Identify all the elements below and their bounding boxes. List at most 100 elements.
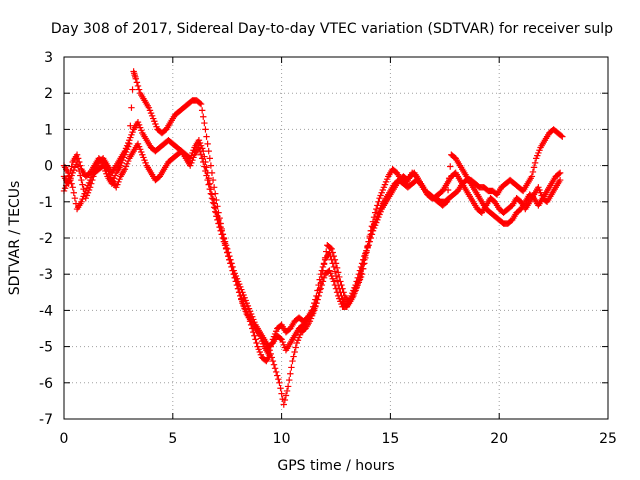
data-marker (442, 199, 450, 206)
data-marker (275, 375, 282, 383)
data-marker (329, 260, 336, 267)
data-marker (207, 162, 215, 169)
x-tick-label: 0 (60, 431, 69, 447)
data-marker (365, 242, 372, 249)
data-marker (214, 216, 221, 224)
data-marker (330, 263, 338, 271)
data-marker (333, 289, 341, 296)
data-markers (60, 68, 566, 408)
data-marker (280, 401, 287, 408)
data-marker (220, 238, 228, 245)
data-marker (284, 383, 292, 390)
data-marker (531, 159, 539, 167)
data-marker (209, 176, 217, 184)
data-marker (530, 164, 538, 171)
data-marker (235, 289, 243, 296)
data-marker (367, 234, 375, 242)
data-marker (333, 264, 341, 272)
y-tick-label: -6 (39, 376, 53, 392)
data-marker (134, 82, 142, 90)
data-marker (307, 311, 315, 319)
data-marker (373, 205, 380, 213)
data-marker (202, 126, 209, 133)
data-marker (128, 104, 135, 111)
data-marker (268, 354, 276, 361)
data-marker (334, 269, 342, 276)
data-marker (234, 285, 242, 292)
data-marker (133, 79, 141, 86)
data-marker (316, 276, 323, 283)
data-marker (197, 100, 205, 108)
data-marker (528, 173, 536, 180)
data-marker (320, 274, 328, 282)
data-marker (208, 194, 216, 202)
data-marker (355, 271, 363, 278)
data-marker (447, 163, 454, 170)
data-marker (319, 263, 327, 271)
data-marker (331, 268, 339, 275)
data-marker (319, 278, 327, 285)
data-marker (353, 278, 360, 285)
data-marker (328, 256, 335, 263)
data-marker (327, 244, 334, 252)
y-tick-label: -4 (39, 303, 53, 319)
y-axis-title: SDTVAR / TECUs (7, 181, 23, 296)
data-marker (281, 396, 289, 404)
data-marker (73, 151, 81, 158)
data-marker (332, 285, 340, 292)
data-marker (352, 281, 359, 289)
data-marker (224, 249, 231, 256)
data-marker (314, 296, 321, 303)
data-marker (213, 213, 220, 220)
data-marker (77, 172, 84, 179)
data-marker (251, 332, 258, 339)
data-marker (203, 133, 210, 140)
data-marker (252, 336, 259, 343)
data-marker (318, 281, 326, 289)
data-marker (238, 296, 245, 303)
y-tick-label: -7 (39, 412, 53, 428)
data-marker (291, 348, 298, 356)
data-marker (356, 267, 364, 274)
data-marker (212, 208, 219, 215)
data-marker (558, 132, 565, 139)
data-marker (207, 190, 215, 197)
y-tick-label: 3 (44, 50, 53, 66)
data-marker (206, 185, 213, 193)
y-tick-label: 1 (44, 122, 53, 138)
data-marker (358, 260, 366, 267)
data-marker (366, 238, 373, 245)
data-marker (276, 379, 283, 386)
data-marker (337, 278, 344, 285)
data-marker (195, 144, 203, 151)
data-marker (221, 242, 229, 249)
data-marker (203, 172, 210, 179)
y-tick-label: 2 (44, 86, 53, 102)
data-marker (265, 350, 272, 358)
data-marker (135, 86, 143, 93)
data-marker (196, 99, 204, 107)
x-tick-label: 20 (490, 431, 508, 447)
data-marker (132, 75, 140, 82)
data-marker (216, 223, 223, 231)
data-marker (443, 198, 451, 205)
data-marker (127, 122, 134, 129)
data-marker (198, 155, 206, 162)
data-marker (201, 163, 208, 170)
data-marker (196, 147, 204, 155)
data-marker (233, 281, 241, 289)
data-marker (320, 260, 328, 267)
x-tick-label: 10 (273, 431, 291, 447)
data-marker (68, 180, 75, 187)
data-marker (253, 339, 260, 347)
data-marker (210, 184, 218, 191)
data-marker (286, 376, 293, 384)
data-marker (272, 368, 280, 376)
data-marker (277, 385, 284, 392)
data-marker (328, 245, 335, 253)
data-marker (202, 167, 209, 175)
data-marker (200, 113, 207, 120)
data-marker (354, 274, 361, 282)
data-marker (559, 133, 566, 140)
